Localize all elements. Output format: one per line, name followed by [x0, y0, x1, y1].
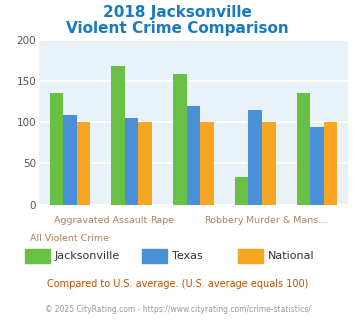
Bar [262, 122, 275, 205]
Bar [138, 122, 152, 205]
Bar [173, 74, 187, 205]
Bar [111, 66, 125, 205]
Bar [187, 106, 200, 205]
Bar [50, 93, 63, 205]
Text: Rape: Rape [151, 216, 175, 225]
Text: Texas: Texas [172, 251, 203, 261]
Bar [310, 127, 324, 205]
Text: 2018 Jacksonville: 2018 Jacksonville [103, 5, 252, 20]
Bar [200, 122, 214, 205]
Text: All Violent Crime: All Violent Crime [31, 234, 109, 243]
Bar [63, 115, 77, 205]
Text: Aggravated Assault: Aggravated Assault [54, 216, 147, 225]
Text: Jacksonville: Jacksonville [55, 251, 120, 261]
Bar [248, 110, 262, 205]
Bar [125, 118, 138, 205]
Text: Violent Crime Comparison: Violent Crime Comparison [66, 21, 289, 36]
Bar [297, 93, 310, 205]
Bar [324, 122, 337, 205]
Text: Murder & Mans...: Murder & Mans... [246, 216, 327, 225]
Bar [235, 178, 248, 205]
Text: National: National [268, 251, 315, 261]
Text: © 2025 CityRating.com - https://www.cityrating.com/crime-statistics/: © 2025 CityRating.com - https://www.city… [45, 305, 310, 314]
Text: Compared to U.S. average. (U.S. average equals 100): Compared to U.S. average. (U.S. average … [47, 279, 308, 289]
Text: Robbery: Robbery [204, 216, 244, 225]
Bar [77, 122, 90, 205]
